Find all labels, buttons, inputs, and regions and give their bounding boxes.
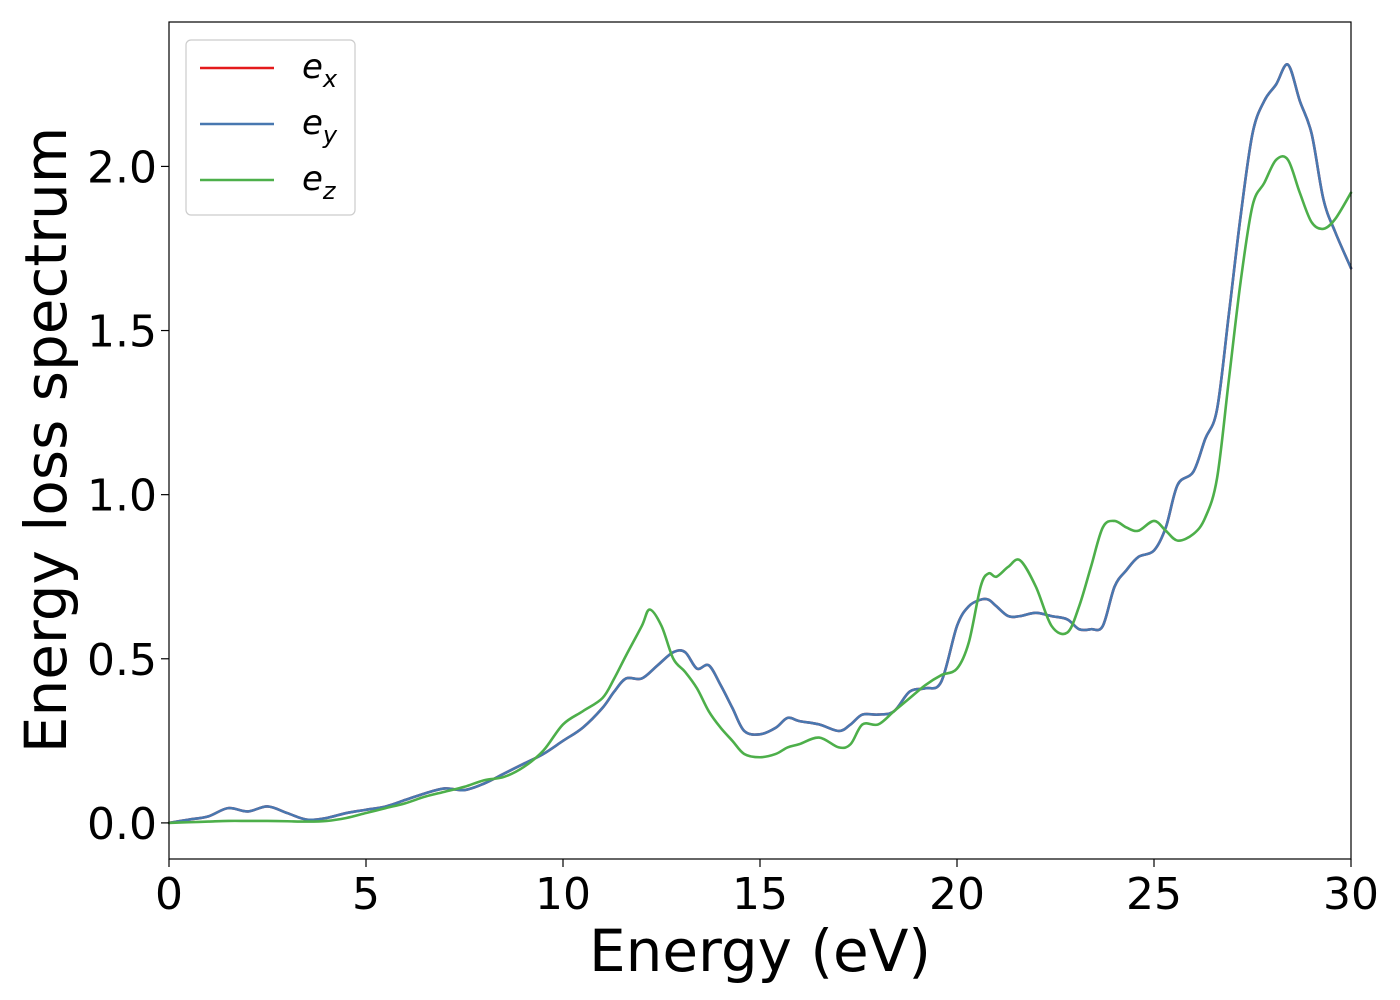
legend: ex ey ez [185, 39, 356, 216]
x-tick-label: 20 [929, 869, 985, 920]
y-axis-ticks: 0.0 0.5 1.0 1.5 2.0 [87, 142, 169, 850]
x-axis-ticks: 0 5 10 15 20 25 30 [155, 859, 1379, 920]
legend-label-y: ey [302, 103, 338, 149]
y-tick-label: 1.0 [87, 471, 157, 522]
y-tick-label: 2.0 [87, 142, 157, 193]
y-axis-title: Energy loss spectrum [12, 127, 80, 753]
x-axis-title: Energy (eV) [589, 917, 931, 985]
x-tick-label: 30 [1323, 869, 1379, 920]
legend-label-z: ez [302, 159, 337, 205]
x-tick-label: 5 [352, 869, 380, 920]
x-tick-label: 10 [535, 869, 591, 920]
y-tick-label: 0.5 [87, 635, 157, 686]
x-tick-label: 25 [1126, 869, 1182, 920]
y-tick-label: 0.0 [87, 799, 157, 850]
series-line-y [167, 63, 1353, 825]
plot-background [169, 22, 1351, 859]
x-tick-label: 15 [732, 869, 788, 920]
series-layer [167, 63, 1353, 825]
legend-box [185, 39, 356, 216]
series-line-z [167, 155, 1353, 825]
y-tick-label: 1.5 [87, 307, 157, 358]
legend-label-x: ex [302, 47, 338, 93]
x-tick-label: 0 [155, 869, 183, 920]
